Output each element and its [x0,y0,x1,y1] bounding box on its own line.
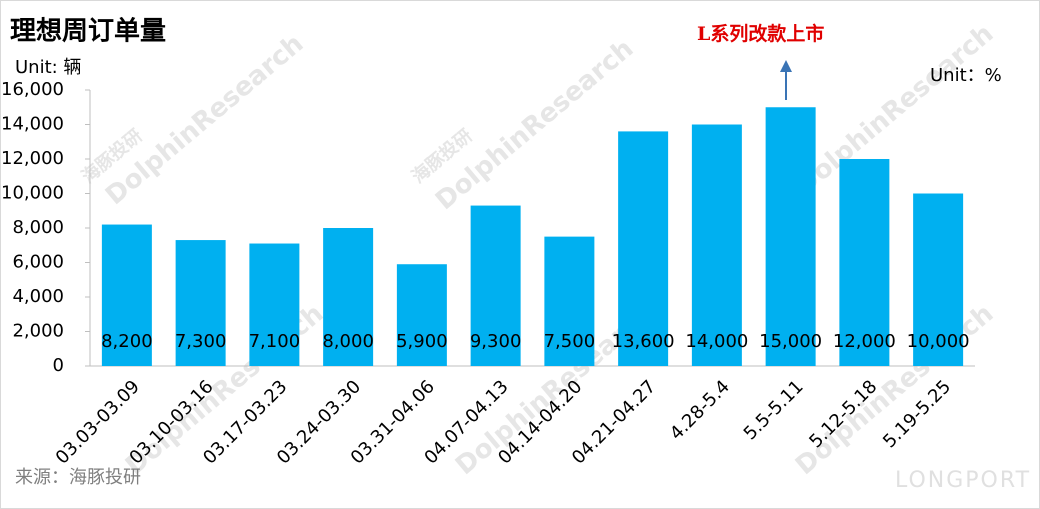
arrow [780,60,792,100]
value-label: 5,900 [396,331,448,352]
y-tick-label: 0 [53,355,64,376]
annotation: L系列改款上市 [697,22,824,45]
y2-unit: Unit：% [930,65,1002,86]
value-label: 10,000 [907,331,970,352]
bar [101,224,152,366]
bar [691,124,742,366]
value-label: 13,600 [612,331,675,352]
source: 来源：海豚投研 [15,467,141,488]
bar [618,131,669,366]
value-label: 12,000 [833,331,896,352]
y-unit: Unit: 辆 [15,57,81,78]
value-label: 7,100 [249,331,301,352]
y-tick-label: 2,000 [12,321,64,342]
value-label: 14,000 [685,331,748,352]
bar [765,107,816,366]
value-label: 7,500 [544,331,596,352]
y-tick-label: 12,000 [1,148,64,169]
value-label: 7,300 [175,331,227,352]
value-label: 8,200 [101,331,153,352]
bar [470,205,521,366]
bar [913,193,964,366]
chart-title: 理想周订单量 [10,17,166,47]
bar [175,240,226,366]
y-tick-label: 14,000 [1,114,64,135]
value-label: 8,000 [322,331,374,352]
bar [249,243,300,366]
value-label: 9,300 [470,331,522,352]
y-tick-label: 6,000 [12,252,64,273]
y-tick-label: 16,000 [1,79,64,100]
value-label: 15,000 [759,331,822,352]
y-tick-label: 4,000 [12,286,64,307]
y-tick-label: 10,000 [1,183,64,204]
bar [396,264,447,366]
bar [839,159,890,366]
bar [544,236,595,366]
y-tick-label: 8,000 [12,217,64,238]
logo: LONGPORT [895,468,1031,493]
bar [323,228,374,366]
